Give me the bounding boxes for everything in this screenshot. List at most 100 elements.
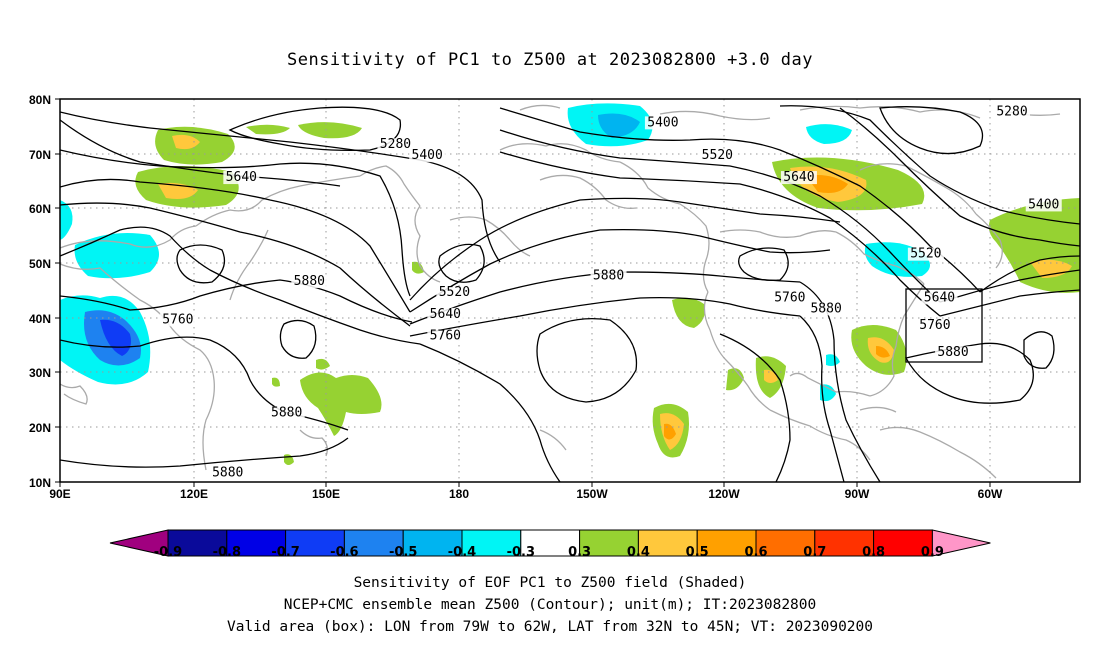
colorbar [109,529,991,557]
contour-labels: 5280540056405400552056405280540055205640… [159,104,1062,481]
contour-label-bg [808,302,845,316]
colorbar-segment [167,529,228,557]
contour-label: 5640 [430,307,461,322]
colorbar-label: 0.6 [744,545,767,560]
contour-label-bg [699,149,736,163]
contour-label-bg [916,318,953,332]
lat-label: 10N [29,476,51,490]
lat-label: 80N [29,93,51,107]
colorbar-label: 0.4 [627,545,650,560]
colorbar-label: -0.3 [507,545,535,560]
contour-label-bg [436,285,473,299]
contour-label-bg [935,346,972,360]
caption-line: Valid area (box): LON from 79W to 62W, L… [226,619,873,635]
contour-label-bg [644,116,681,130]
colorbar-label: 0.8 [862,545,885,560]
colorbar-segment [402,529,463,557]
contour-label: 5640 [226,170,257,185]
colorbar-segment [226,529,287,557]
colorbar-segment [285,529,345,557]
colorbar-segment [755,529,816,557]
colorbar-segment [579,529,639,557]
colorbar-label: -0.5 [389,545,417,560]
caption-line: NCEP+CMC ensemble mean Z500 (Contour); u… [283,597,817,613]
contour-label-bg [590,269,627,283]
colorbar-label: 0.9 [921,545,944,560]
lat-label: 20N [29,421,51,435]
contour-label: 5880 [593,269,624,284]
colorbar-segment [814,529,875,557]
contour-label-bg [159,313,196,327]
valid-area-box [905,288,983,363]
colorbar-label: -0.4 [448,545,476,560]
lat-label: 70N [29,148,51,162]
contour-label: 5760 [430,329,461,344]
lon-label: 120W [708,487,740,501]
colorbar-label: 0.7 [803,545,826,560]
contour-label: 5760 [774,290,805,305]
lon-label: 60W [978,487,1003,501]
contour-label: 5400 [412,148,443,163]
colorbar-label: 0.3 [568,545,591,560]
colorbar-segment [696,529,757,557]
lon-label: 180 [449,487,469,501]
contour-label-bg [780,171,817,185]
lon-label: 90W [845,487,870,501]
colorbar-label: -0.8 [213,545,241,560]
contour-label-bg [907,247,944,261]
contour-label: 5520 [910,247,941,262]
contour-label-bg [377,138,414,152]
contour-label: 5760 [162,312,193,327]
colorbar-label: 0.5 [686,545,709,560]
contour-label-bg [291,275,328,289]
contour-label: 5400 [1028,197,1059,212]
contour-label: 5880 [271,405,302,420]
contour-label: 5640 [783,170,814,185]
contour-label: 5880 [212,466,243,481]
colorbar-segment [461,529,522,557]
gridlines [60,99,1080,482]
colorbar-label: -0.6 [330,545,358,560]
contour-label-bg [409,149,446,163]
colorbar-label: -0.9 [154,545,182,560]
lat-label: 40N [29,312,51,326]
colorbar-label: -0.7 [271,545,299,560]
contour-label: 5640 [924,290,955,305]
lat-label: 60N [29,202,51,216]
contour-label: 5400 [647,115,678,130]
axis-ticks [55,98,991,487]
contour-label-bg [209,466,246,480]
contour-label: 5880 [810,301,841,316]
contour-label-bg [427,307,464,321]
contour-label: 5520 [439,285,470,300]
contour-label-bg [771,291,808,305]
colorbar-labels: -0.9 -0.8 -0.7 -0.6 -0.5 -0.4 -0.3 0.3 0.4 0.5 0.6… [154,545,944,560]
contour-label: 5280 [996,104,1027,119]
lon-label: 120E [180,487,208,501]
contour-label: 5280 [380,137,411,152]
colorbar-extend-high [931,529,991,557]
contour-label: 5880 [294,274,325,289]
plot-frame [59,98,1081,483]
lon-label: 90E [49,487,70,501]
contour-label: 5520 [702,148,733,163]
contour-label-bg [994,105,1030,119]
lat-axis-labels: 10N 20N 30N 40N 50N 60N 70N 80N [29,93,51,490]
lat-label: 50N [29,257,51,271]
contour-label-bg [223,171,260,185]
lon-label: 150E [312,487,340,501]
contour-label: 5880 [937,345,968,360]
contour-label-bg [1025,198,1062,212]
lat-label: 30N [29,366,51,380]
contour-label-bg [427,329,464,343]
caption-block: Sensitivity of EOF PC1 to Z500 field (Sh… [0,572,1100,638]
contour-label-bg [268,406,305,420]
caption-line: Sensitivity of EOF PC1 to Z500 field (Sh… [353,575,747,591]
colorbar-segment [637,529,698,557]
contour-label-bg [921,291,958,305]
map-title: Sensitivity of PC1 to Z500 at 2023082800… [286,50,813,70]
contour-label: 5760 [919,318,950,333]
lon-axis-labels: 90E 120E 150E 180 150W 120W 90W 60W [49,487,1003,501]
lon-label: 150W [576,487,608,501]
